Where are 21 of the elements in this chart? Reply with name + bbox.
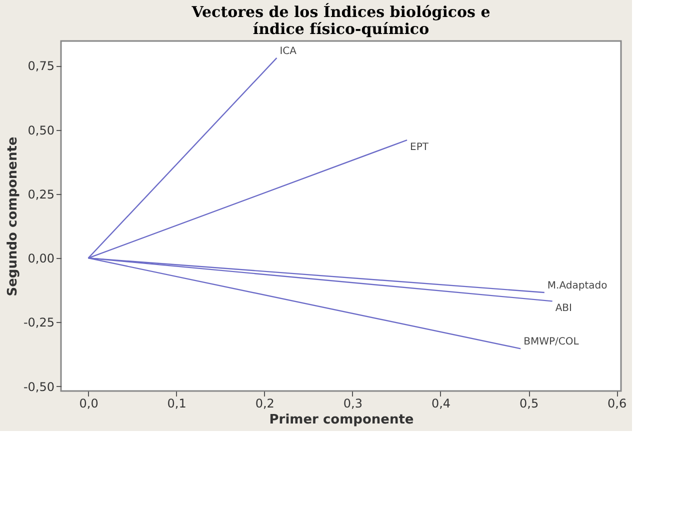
x-tick-label: 0,2	[255, 396, 274, 410]
y-tick-label: 0,50	[28, 123, 54, 138]
series-label: BMWP/COL	[524, 336, 580, 348]
x-tick-label: 0,6	[608, 396, 627, 410]
y-tick-label: 0,00	[28, 252, 54, 266]
x-tick-label: 0,4	[431, 396, 451, 410]
y-tick-label: 0,25	[28, 187, 54, 202]
x-tick-label: 0,1	[167, 396, 186, 410]
series-label: ICA	[280, 46, 297, 57]
series-label: M.Adaptado	[547, 280, 608, 292]
y-axis-title: Segundo componente	[5, 136, 20, 296]
series-label: EPT	[410, 142, 430, 154]
chart-title: Vectores de los Índices biológicos e índice físico-químico	[190, 3, 490, 38]
x-tick-label: 0,0	[79, 396, 98, 410]
y-tick-label: 0,75	[28, 59, 54, 74]
series-label: ABI	[555, 303, 572, 314]
x-axis-title: Primer componente	[269, 412, 414, 428]
x-tick-label: 0,3	[343, 396, 362, 410]
x-tick-label: 0,5	[520, 396, 539, 410]
y-tick-label: -0,50	[23, 380, 54, 394]
y-tick-label: -0,25	[23, 316, 54, 330]
